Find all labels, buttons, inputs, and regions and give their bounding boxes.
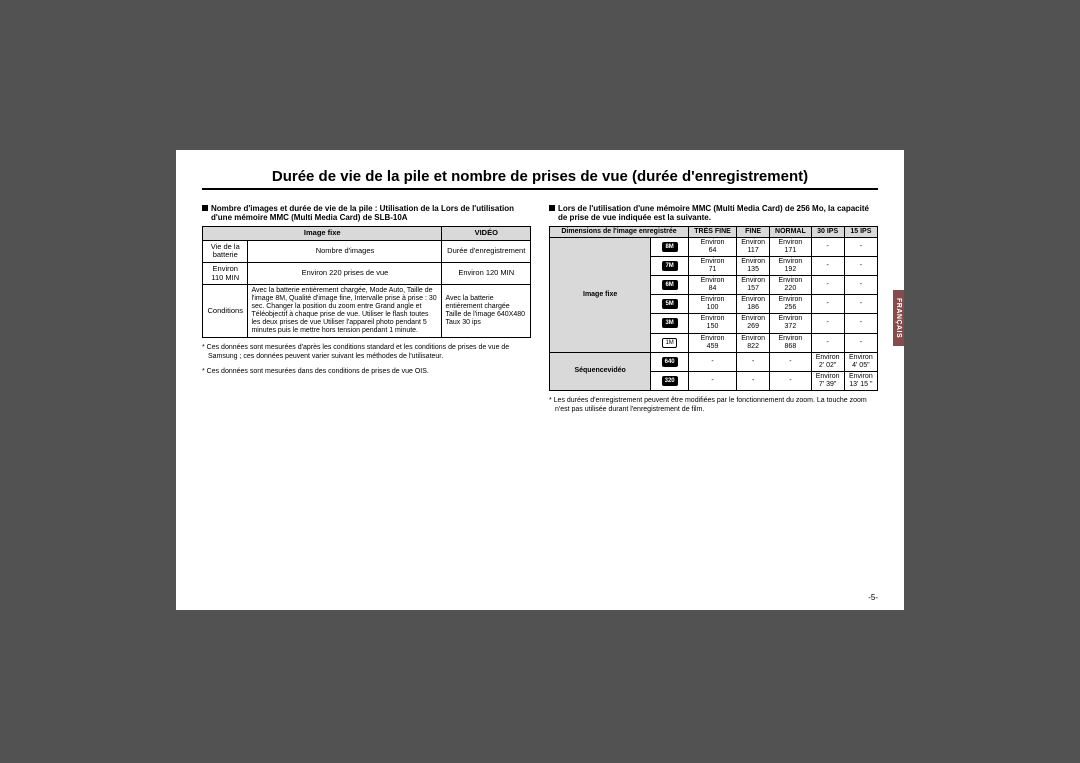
page-title: Durée de vie de la pile et nombre de pri… xyxy=(202,168,878,190)
cell: Vie de la batterie xyxy=(203,240,248,262)
cell: Durée d'enregistrement xyxy=(442,240,531,262)
cell-conditions-vid: Avec la batterie entièrement chargée Tai… xyxy=(442,285,531,338)
cell: Environ150 xyxy=(689,314,737,333)
cell: Environ13' 15 " xyxy=(844,371,877,390)
cell: - xyxy=(844,238,877,257)
cell: Environ157 xyxy=(737,276,770,295)
size-icon: 7M xyxy=(651,257,689,276)
size-icon: 320 xyxy=(651,371,689,390)
cell: Environ 220 prises de vue xyxy=(248,262,442,284)
cell: - xyxy=(844,276,877,295)
cell: - xyxy=(811,276,844,295)
capacity-table: Dimensions de l'image enregistrée TRÈS F… xyxy=(549,226,878,391)
right-column: Lors de l'utilisation d'une mémoire MMC … xyxy=(549,204,878,414)
battery-table: Image fixe VIDÉO Vie de la batterie Nomb… xyxy=(202,226,531,338)
cell: Environ269 xyxy=(737,314,770,333)
cell: - xyxy=(844,295,877,314)
cell: - xyxy=(844,314,877,333)
th-tfine: TRÈS FINE xyxy=(689,227,737,238)
cell: - xyxy=(811,238,844,257)
cell: Environ100 xyxy=(689,295,737,314)
cell: Environ84 xyxy=(689,276,737,295)
size-icon: 6M xyxy=(651,276,689,295)
cell: - xyxy=(844,333,877,352)
th-15ips: 15 IPS xyxy=(844,227,877,238)
cell: Environ220 xyxy=(770,276,811,295)
footnote-1: * Ces données sont mesurées d'après les … xyxy=(202,344,531,362)
cell: Environ71 xyxy=(689,257,737,276)
cell: Environ64 xyxy=(689,238,737,257)
page-number: -5- xyxy=(868,593,878,602)
cell-conditions-label: Conditions xyxy=(203,285,248,338)
cell: Environ135 xyxy=(737,257,770,276)
cell: - xyxy=(770,371,811,390)
cell: - xyxy=(737,352,770,371)
cell: Environ256 xyxy=(770,295,811,314)
cell: Environ2' 02" xyxy=(811,352,844,371)
th-normal: NORMAL xyxy=(770,227,811,238)
th-imagefixe: Image fixe xyxy=(203,227,442,241)
cell-conditions-img: Avec la batterie entièrement chargée, Mo… xyxy=(248,285,442,338)
cell: - xyxy=(844,257,877,276)
th-dim: Dimensions de l'image enregistrée xyxy=(550,227,689,238)
cell: Environ7' 39" xyxy=(811,371,844,390)
left-column: Nombre d'images et durée de vie de la pi… xyxy=(202,204,531,414)
th-video: VIDÉO xyxy=(442,227,531,241)
cell: Environ192 xyxy=(770,257,811,276)
size-icon: 1M xyxy=(651,333,689,352)
cell: - xyxy=(811,333,844,352)
cell: Environ171 xyxy=(770,238,811,257)
footnote-2: * Ces données sont mesurées dans des con… xyxy=(202,368,531,377)
cell: - xyxy=(689,371,737,390)
cell: - xyxy=(811,257,844,276)
cell: Environ117 xyxy=(737,238,770,257)
footnote-right: * Les durées d'enregistrement peuvent êt… xyxy=(549,397,878,415)
th-fine: FINE xyxy=(737,227,770,238)
bullet-icon xyxy=(549,205,555,211)
cell: Environ186 xyxy=(737,295,770,314)
cell: Environ 110 MIN xyxy=(203,262,248,284)
cell: Environ459 xyxy=(689,333,737,352)
manual-page: FRANÇAIS Durée de vie de la pile et nomb… xyxy=(176,150,904,610)
size-icon: 5M xyxy=(651,295,689,314)
cell: - xyxy=(770,352,811,371)
cell: Environ822 xyxy=(737,333,770,352)
cell: - xyxy=(811,314,844,333)
size-icon: 640 xyxy=(651,352,689,371)
cell: Nombre d'images xyxy=(248,240,442,262)
cell: - xyxy=(811,295,844,314)
cell: - xyxy=(689,352,737,371)
group-imagefixe: Image fixe xyxy=(550,238,651,353)
bullet-icon xyxy=(202,205,208,211)
cell: - xyxy=(737,371,770,390)
cell: Environ372 xyxy=(770,314,811,333)
th-30ips: 30 IPS xyxy=(811,227,844,238)
size-icon: 3M xyxy=(651,314,689,333)
group-video: Séquencevidéo xyxy=(550,352,651,390)
left-heading: Nombre d'images et durée de vie de la pi… xyxy=(211,204,531,222)
size-icon: 8M xyxy=(651,238,689,257)
cell: Environ 120 MIN xyxy=(442,262,531,284)
right-heading: Lors de l'utilisation d'une mémoire MMC … xyxy=(558,204,878,222)
cell: Environ868 xyxy=(770,333,811,352)
cell: Environ4' 05" xyxy=(844,352,877,371)
